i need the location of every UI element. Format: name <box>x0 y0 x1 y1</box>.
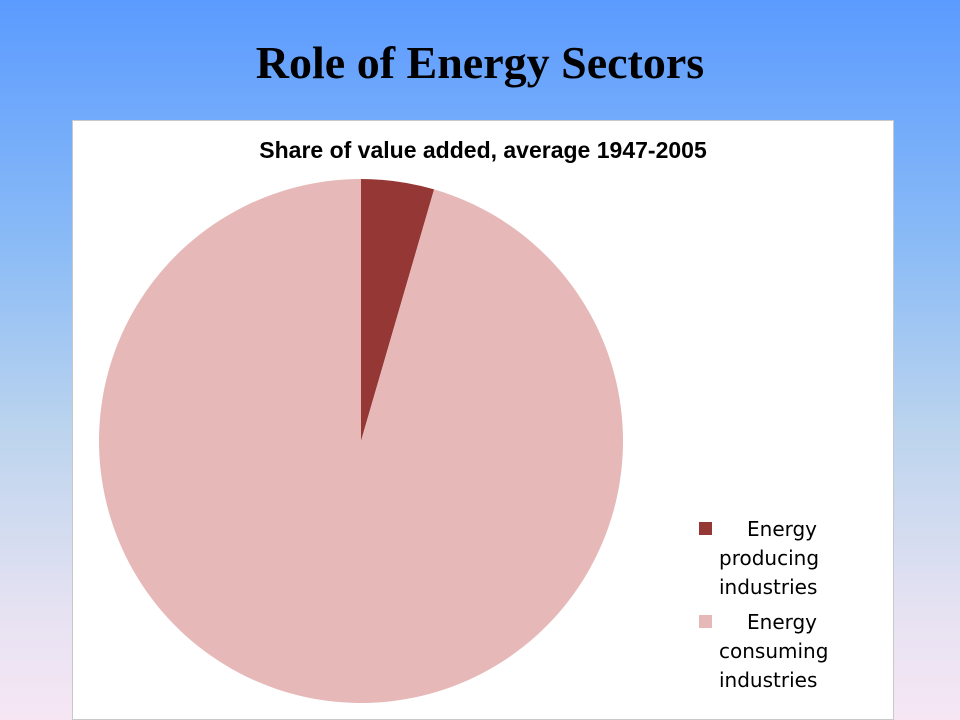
legend-label-line: industries <box>719 575 818 599</box>
legend-swatch-energy-producing <box>699 522 712 535</box>
legend-label-line: industries <box>719 668 818 692</box>
legend-label-line: consuming <box>719 639 829 663</box>
legend: Energy producing industries Energy consu… <box>695 515 885 701</box>
legend-label-line: producing <box>719 546 820 570</box>
legend-item-energy-consuming: Energy consuming industries <box>695 608 885 695</box>
pie-slice-energy-producing-industries <box>361 179 435 441</box>
legend-label-line: Energy <box>747 610 818 634</box>
pie-slice-energy-consuming-industries <box>98 179 623 703</box>
slide-title: Role of Energy Sectors <box>255 37 705 88</box>
legend-swatch-energy-consuming <box>699 615 712 628</box>
chart-area: Share of value added, average 1947-2005 … <box>72 120 894 720</box>
legend-label-line: Energy <box>747 517 818 541</box>
pie-chart <box>98 179 623 703</box>
chart-title: Share of value added, average 1947-2005 <box>259 137 707 163</box>
legend-item-energy-producing: Energy producing industries <box>695 515 885 602</box>
